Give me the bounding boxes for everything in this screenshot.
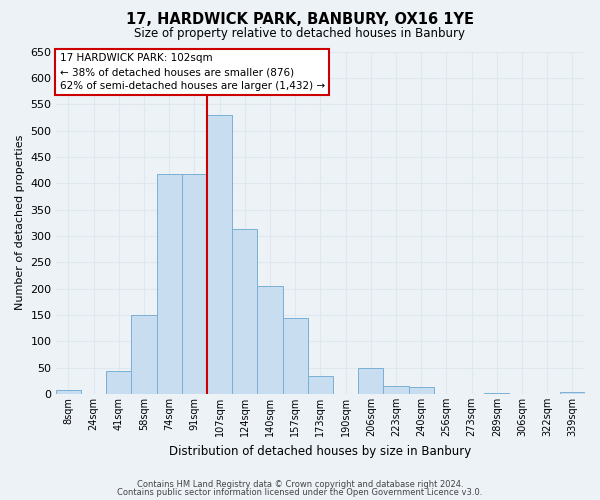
Bar — [409, 386, 434, 394]
Text: 17, HARDWICK PARK, BANBURY, OX16 1YE: 17, HARDWICK PARK, BANBURY, OX16 1YE — [126, 12, 474, 28]
Bar — [131, 315, 157, 394]
Text: Size of property relative to detached houses in Banbury: Size of property relative to detached ho… — [134, 28, 466, 40]
Text: Contains public sector information licensed under the Open Government Licence v3: Contains public sector information licen… — [118, 488, 482, 497]
Bar — [106, 371, 131, 394]
Bar — [257, 286, 283, 394]
Bar — [560, 392, 585, 394]
Bar — [308, 376, 333, 394]
Text: Contains HM Land Registry data © Crown copyright and database right 2024.: Contains HM Land Registry data © Crown c… — [137, 480, 463, 489]
Bar — [232, 228, 257, 394]
Bar — [157, 174, 182, 394]
Bar — [207, 114, 232, 394]
Bar — [484, 393, 509, 394]
Bar — [56, 390, 81, 394]
Bar — [283, 318, 308, 394]
Bar — [182, 174, 207, 394]
X-axis label: Distribution of detached houses by size in Banbury: Distribution of detached houses by size … — [169, 444, 472, 458]
Y-axis label: Number of detached properties: Number of detached properties — [15, 135, 25, 310]
Bar — [358, 368, 383, 394]
Text: 17 HARDWICK PARK: 102sqm
← 38% of detached houses are smaller (876)
62% of semi-: 17 HARDWICK PARK: 102sqm ← 38% of detach… — [59, 53, 325, 91]
Bar — [383, 386, 409, 394]
